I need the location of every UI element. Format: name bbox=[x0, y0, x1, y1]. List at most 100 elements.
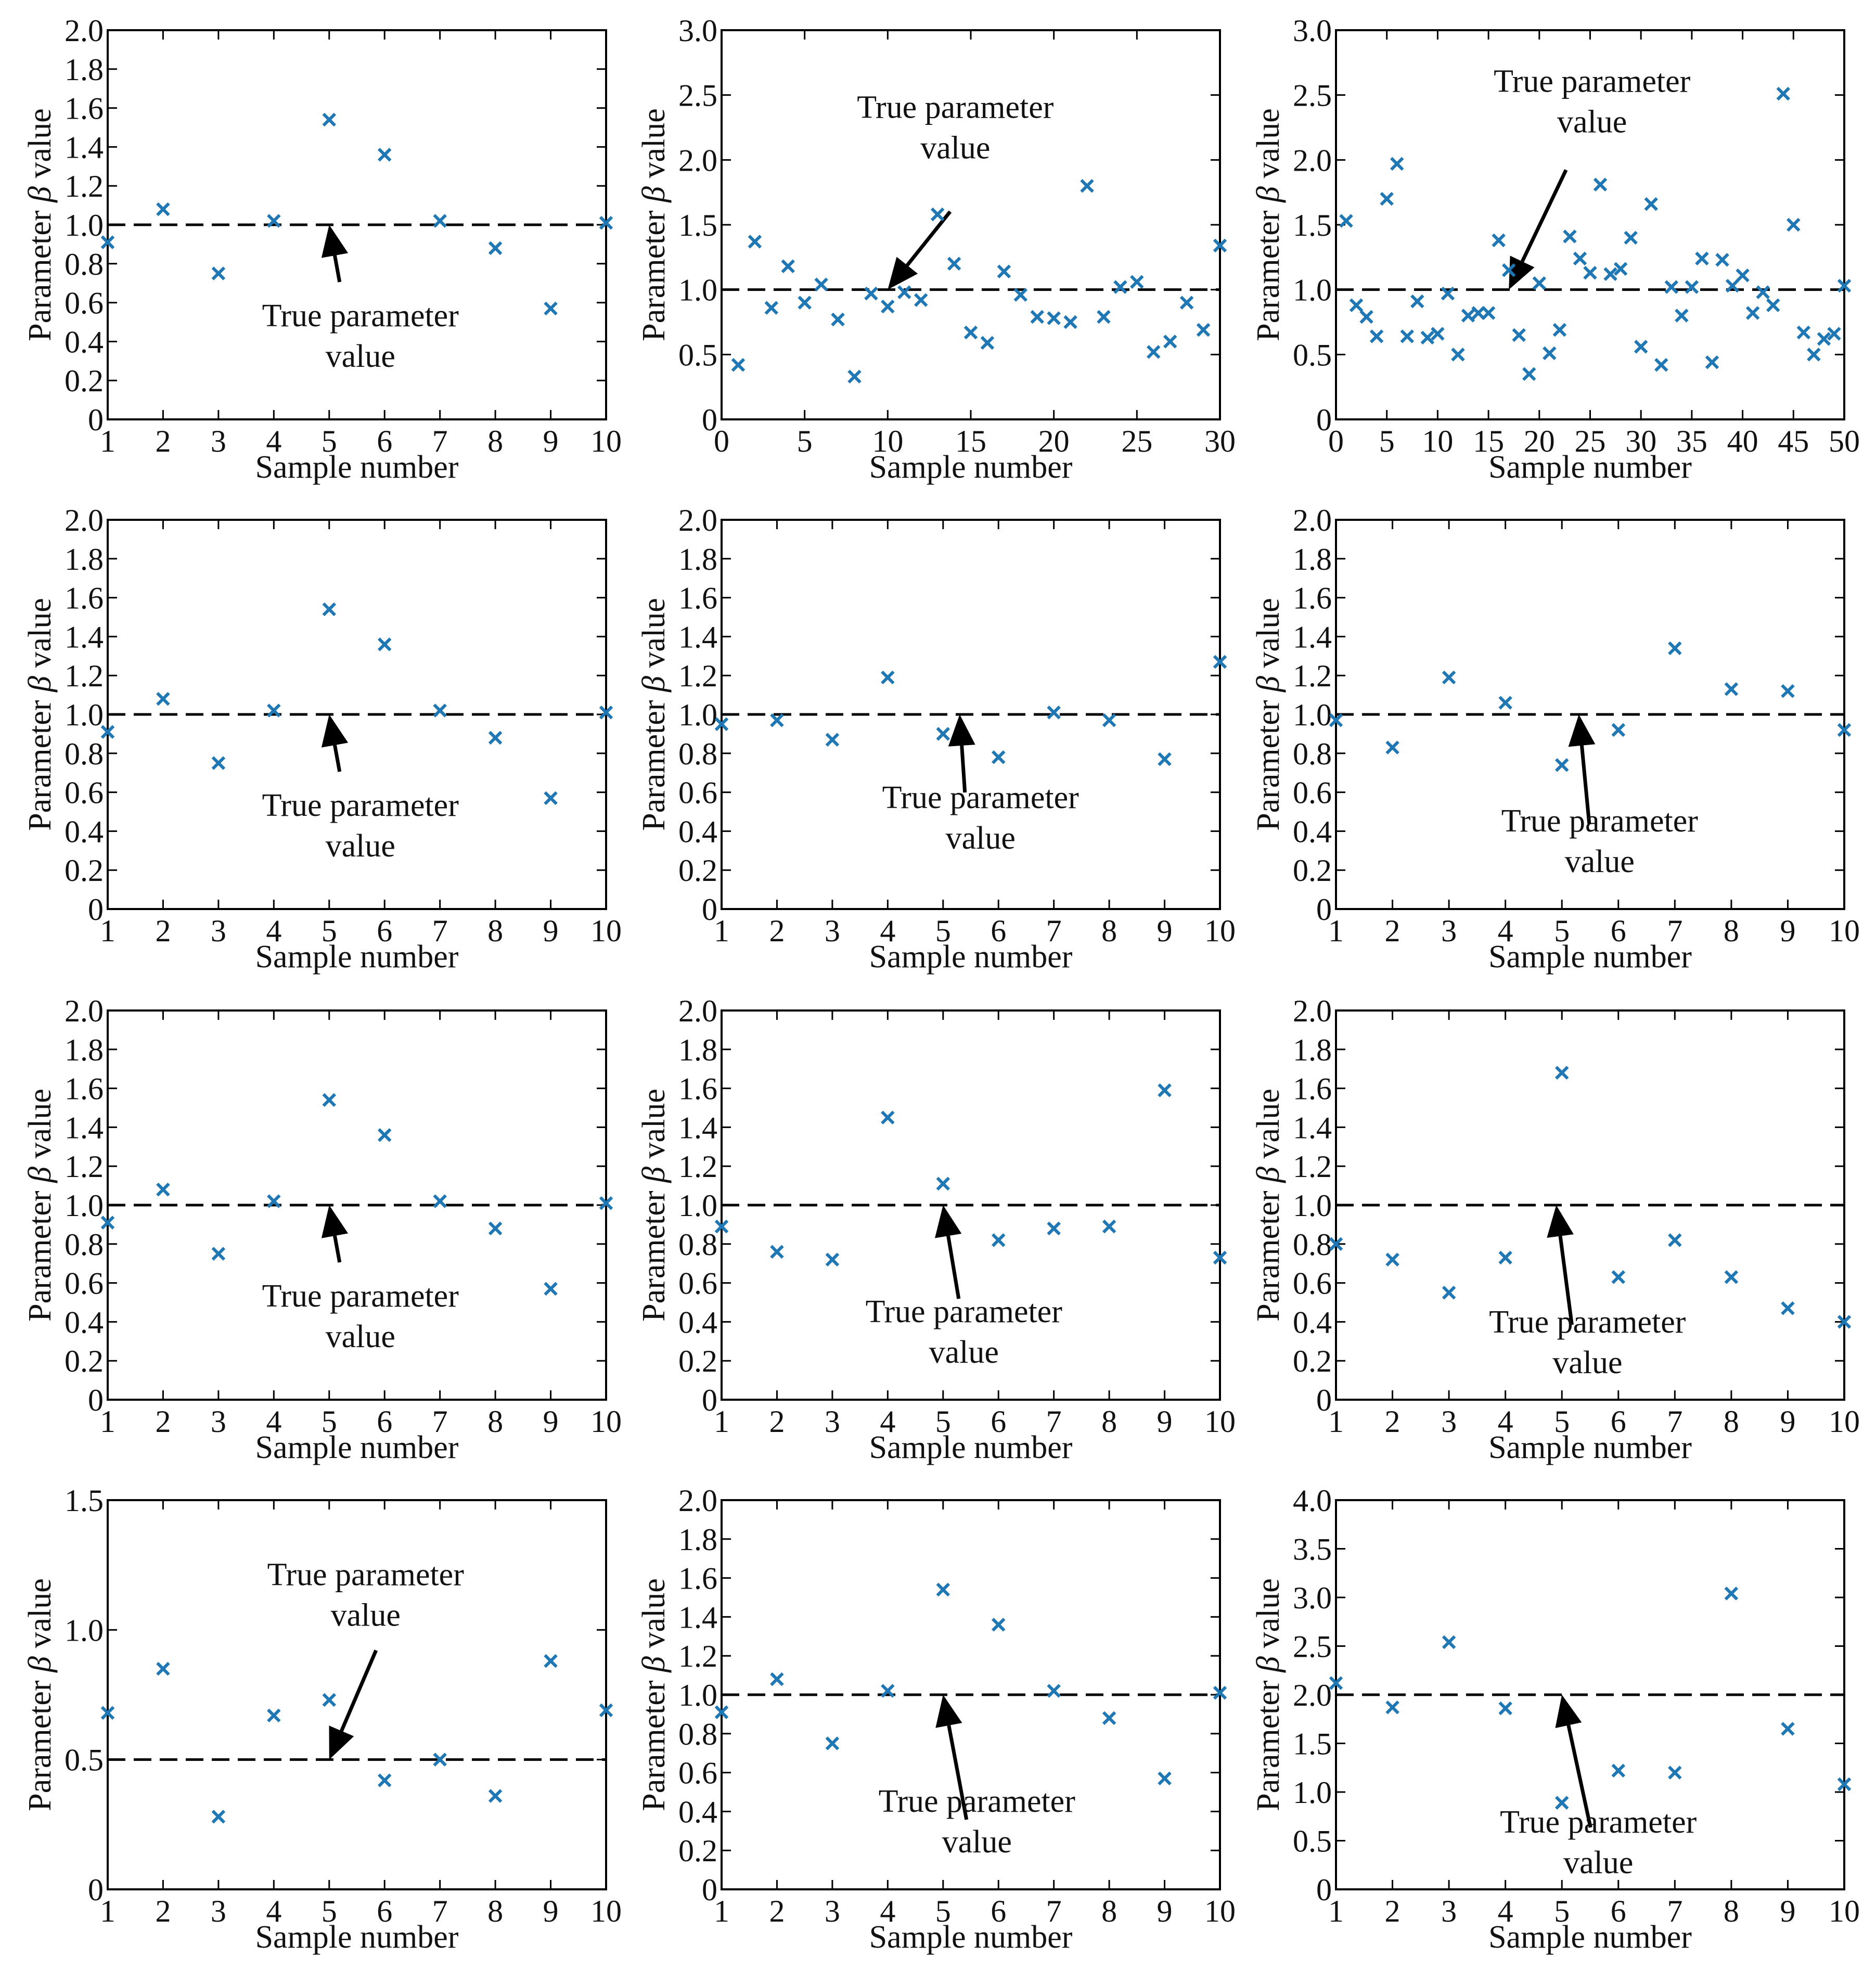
data-point-stroke bbox=[544, 301, 558, 316]
x-tick-label: 30 bbox=[1625, 424, 1656, 458]
data-point-stroke bbox=[770, 1672, 784, 1686]
y-tick-label: 1.0 bbox=[1293, 1775, 1332, 1810]
annotation-line-1: True parameter bbox=[1501, 803, 1699, 839]
annotation-line-2: value bbox=[942, 1824, 1012, 1860]
data-point bbox=[433, 703, 447, 718]
data-point bbox=[1213, 238, 1227, 253]
x-tick-label: 10 bbox=[590, 1404, 622, 1439]
y-tick-label: 0.6 bbox=[678, 1756, 717, 1790]
annotation-line-2: value bbox=[331, 1598, 401, 1633]
data-point-stroke bbox=[156, 1661, 170, 1676]
data-point-stroke bbox=[930, 207, 945, 222]
data-point-stroke bbox=[1724, 1270, 1739, 1284]
y-tick-label: 3.0 bbox=[1293, 1581, 1332, 1615]
data-point-stroke bbox=[1498, 1701, 1512, 1716]
data-point bbox=[991, 1233, 1006, 1247]
y-tick-label: 1.0 bbox=[65, 208, 104, 242]
data-point bbox=[897, 285, 911, 299]
x-tick-label: 9 bbox=[1157, 1404, 1173, 1439]
data-point bbox=[1522, 367, 1536, 381]
y-tick-label: 1.8 bbox=[65, 53, 104, 87]
data-point-stroke bbox=[1781, 1301, 1795, 1315]
data-point bbox=[1471, 306, 1485, 320]
data-point bbox=[156, 1661, 170, 1676]
y-tick-label: 0 bbox=[702, 1383, 717, 1417]
annotation-arrow bbox=[333, 745, 342, 772]
annotation-arrowhead bbox=[934, 1205, 962, 1238]
data-point-stroke bbox=[488, 1789, 503, 1803]
x-tick-label: 2 bbox=[155, 1404, 171, 1439]
data-point bbox=[1624, 231, 1638, 245]
data-point-stroke bbox=[433, 703, 447, 718]
y-tick-label: 1.6 bbox=[678, 1072, 717, 1106]
x-tick-label: 3 bbox=[1441, 914, 1457, 948]
data-point bbox=[770, 1245, 784, 1259]
data-point-stroke bbox=[991, 1233, 1006, 1247]
x-tick-label: 7 bbox=[1667, 1404, 1682, 1439]
y-tick-label: 0 bbox=[88, 892, 104, 927]
annotation-arrowhead bbox=[888, 257, 918, 290]
data-point bbox=[211, 1810, 226, 1824]
x-tick-label: 3 bbox=[211, 1404, 226, 1439]
data-point-stroke bbox=[100, 235, 115, 249]
x-tick-label: 2 bbox=[769, 1404, 785, 1439]
data-point-stroke bbox=[1442, 670, 1456, 685]
x-tick-label: 4 bbox=[266, 914, 281, 948]
data-point bbox=[1563, 229, 1577, 244]
y-tick-label: 1.4 bbox=[65, 1110, 104, 1145]
y-tick-label: 1.4 bbox=[1293, 620, 1332, 654]
data-point-stroke bbox=[881, 1110, 895, 1124]
x-tick-label: 10 bbox=[1204, 914, 1236, 948]
x-axis-label: Sample number bbox=[1488, 450, 1692, 485]
data-point-stroke bbox=[1163, 335, 1177, 349]
data-point bbox=[1420, 330, 1435, 345]
data-point bbox=[770, 1672, 784, 1686]
x-tick-label: 8 bbox=[487, 424, 503, 458]
data-point-stroke bbox=[1213, 238, 1227, 253]
y-tick-label: 1.0 bbox=[1293, 698, 1332, 732]
data-point-stroke bbox=[1668, 641, 1682, 656]
y-tick-label: 1.8 bbox=[678, 1523, 717, 1557]
y-tick-label: 0.8 bbox=[678, 1227, 717, 1262]
y-tick-label: 3.0 bbox=[678, 14, 717, 48]
y-tick-label: 1.8 bbox=[65, 542, 104, 577]
x-axis-label: Sample number bbox=[1488, 1920, 1692, 1955]
data-point-stroke bbox=[980, 336, 995, 350]
data-point bbox=[1668, 1233, 1682, 1247]
y-tick-label: 0.4 bbox=[678, 814, 717, 849]
y-tick-label: 0 bbox=[702, 1873, 717, 1907]
y-axis-label: Parameter β value bbox=[22, 108, 58, 341]
x-tick-label: 4 bbox=[1498, 1404, 1513, 1439]
data-point-stroke bbox=[1359, 310, 1373, 324]
chart-panel-6: 0 0.2 0.4 0.6 0.8 1.0 1.2 1.4 1.6 1.8 2.0 1 2 3 4 5 6 7 8 9… bbox=[1251, 503, 1860, 975]
x-tick-label: 9 bbox=[1780, 1894, 1795, 1928]
data-point-stroke bbox=[1603, 267, 1617, 281]
data-point bbox=[1461, 309, 1475, 323]
annotation-line-2: value bbox=[920, 131, 990, 166]
data-point bbox=[377, 1773, 392, 1787]
x-tick-label: 10 bbox=[1829, 1404, 1860, 1439]
y-tick-label: 0.2 bbox=[678, 1834, 717, 1868]
x-tick-label: 10 bbox=[1829, 1894, 1860, 1928]
data-point-stroke bbox=[211, 1247, 226, 1261]
data-point-stroke bbox=[1390, 157, 1404, 171]
x-axis-label: Sample number bbox=[255, 1430, 459, 1465]
x-tick-label: 9 bbox=[543, 1404, 559, 1439]
y-tick-label: 0.5 bbox=[65, 1743, 104, 1777]
x-tick-label: 9 bbox=[1157, 1894, 1173, 1928]
x-tick-label: 5 bbox=[935, 1404, 951, 1439]
y-tick-label: 0.8 bbox=[65, 737, 104, 771]
data-point bbox=[980, 336, 995, 350]
y-axis-label: Parameter β value bbox=[22, 1089, 58, 1321]
data-point-stroke bbox=[1532, 276, 1547, 290]
data-point-stroke bbox=[322, 1093, 337, 1107]
x-tick-label: 5 bbox=[322, 914, 337, 948]
data-point-stroke bbox=[100, 1216, 115, 1230]
data-point-stroke bbox=[947, 257, 961, 271]
data-point bbox=[1196, 323, 1211, 337]
data-point bbox=[1163, 335, 1177, 349]
x-tick-label: 5 bbox=[797, 424, 813, 458]
annotation-line-1: True parameter bbox=[879, 1784, 1076, 1819]
x-tick-label: 6 bbox=[377, 914, 392, 948]
